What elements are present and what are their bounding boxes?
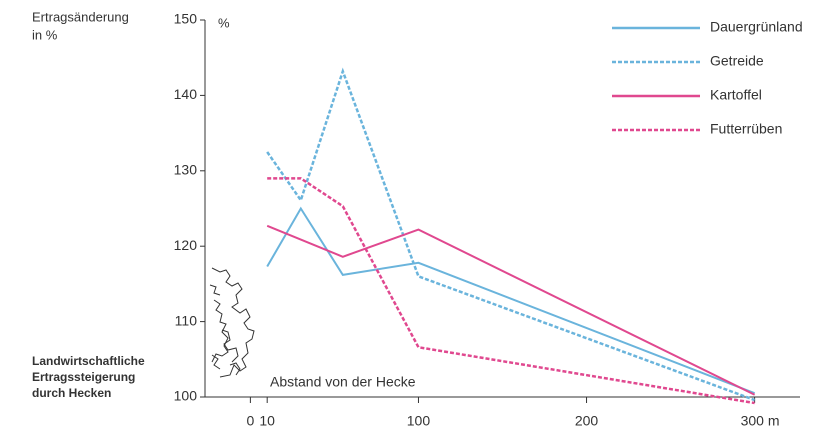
caption-line: durch Hecken xyxy=(32,386,111,400)
caption-line: Ertragssteigerung xyxy=(32,370,135,384)
x-tick-label: 0 xyxy=(246,413,254,429)
hedge-illustration xyxy=(210,268,254,377)
legend-label: Futterrüben xyxy=(710,121,782,137)
legend-label: Kartoffel xyxy=(710,87,762,103)
x-tick-label: 100 xyxy=(407,413,431,429)
y-tick-label: 110 xyxy=(175,312,198,328)
y-axis-label: Ertragsänderung in % xyxy=(32,9,129,42)
y-axis-label-line: Ertragsänderung xyxy=(32,9,129,24)
y-tick-label: 100 xyxy=(174,388,198,404)
chart: Ertragsänderung in % Landwirtschaftliche E… xyxy=(0,0,818,435)
series-line xyxy=(267,209,754,394)
caption-line: Landwirtschaftliche xyxy=(32,354,145,368)
caption: Landwirtschaftliche Ertragssteigerung durc… xyxy=(32,354,145,400)
legend-label: Dauergrünland xyxy=(710,19,803,35)
legend-label: Getreide xyxy=(710,53,764,69)
y-tick-label: 130 xyxy=(174,162,198,178)
y-tick-label: 150 xyxy=(174,11,198,27)
series-line xyxy=(267,178,754,403)
x-tick-label: 10 xyxy=(259,413,275,429)
y-unit: % xyxy=(218,15,230,30)
y-axis-label-line: in % xyxy=(32,27,58,42)
y-tick-label: 120 xyxy=(174,237,198,253)
annotation: Abstand von der Hecke xyxy=(270,374,416,390)
x-tick-label: 200 xyxy=(575,413,599,429)
y-tick-label: 140 xyxy=(174,86,198,102)
x-tick-label: 300 m xyxy=(741,413,780,429)
series-line xyxy=(267,71,754,400)
